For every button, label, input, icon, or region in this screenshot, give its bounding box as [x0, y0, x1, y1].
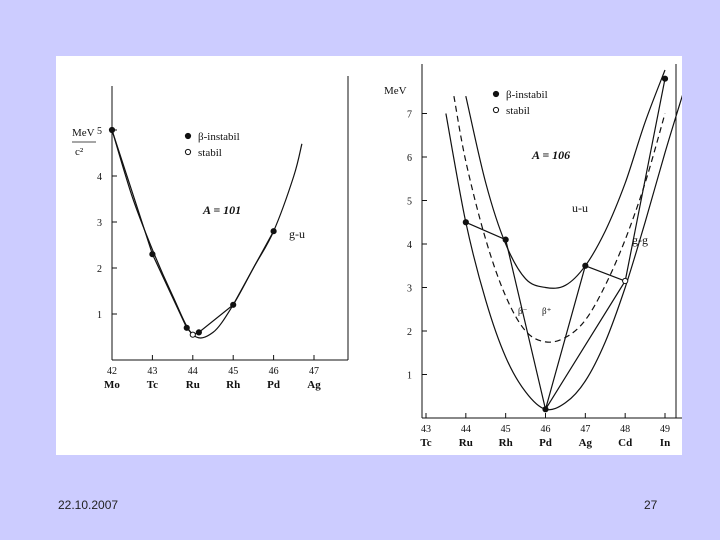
chart-a-yunit-denominator: c² [75, 146, 84, 158]
chart-b-yunit: MeV [384, 85, 407, 97]
chart-a-point-instabil [195, 329, 202, 336]
chart-b-xtick-element: Rh [499, 437, 513, 449]
chart-b-point-stabil [622, 277, 629, 285]
chart-a-xtick-number: 43 [147, 366, 157, 377]
chart-b-ytick-label: 7 [407, 110, 412, 121]
chart-b-point-instabil [542, 406, 549, 413]
chart-b-legend-label: β-instabil [506, 89, 548, 101]
chart-b-xtick-element: Tc [420, 437, 431, 449]
chart-a-xtick-number: 42 [107, 366, 117, 377]
chart-a-xtick-element: Mo [104, 379, 120, 391]
chart-a-point-instabil [270, 228, 277, 235]
chart-b-annotation: A = 106 [531, 148, 570, 162]
chart-b-legend-marker [492, 90, 500, 98]
chart-a-legend: β-instabil stabil [184, 131, 240, 159]
chart-a-xtick-number: 47 [309, 366, 319, 377]
chart-b-ytick-label: 5 [407, 197, 412, 208]
chart-b-xtick-element: Pd [539, 437, 552, 449]
chart-a-point-instabil [183, 324, 190, 331]
chart-a-ytick-label: 3 [97, 218, 102, 229]
chart-a-xtick-element: Ru [186, 379, 200, 391]
chart-b-xtick-number: 47 [580, 424, 590, 435]
chart-a-xtick-number: 44 [188, 366, 198, 377]
chart-a-legend-marker [184, 148, 192, 156]
chart-a-ytick-label: 2 [97, 264, 102, 275]
chart-b-xtick-element: Cd [618, 437, 632, 449]
chart-b-ytick-label: 4 [407, 240, 412, 251]
chart-a-xtick-element: Rh [226, 379, 240, 391]
chart-b-series-dashed-2 [453, 95, 666, 343]
chart-a106: MeV A = 106 u-u g-g β⁻ β⁺ β-instabilstab… [384, 64, 682, 449]
chart-a-xtick-number: 46 [269, 366, 279, 377]
chart-a101: MeV c² A = 101 g-u β-instabil stabil 1 2 3 4… [72, 76, 349, 391]
chart-a-xtick-element: Ag [307, 379, 321, 391]
chart-b-uu-label: u-u [572, 201, 588, 215]
chart-b-legend: β-instabil stabil [492, 89, 548, 117]
footer-date: 22.10.2007 [58, 498, 119, 512]
chart-b-ytick-label: 1 [407, 371, 412, 382]
figure-svg: MeV c² A = 101 g-u β-instabil stabil 1 2 3 4… [72, 64, 682, 449]
chart-b-ytick-label: 2 [407, 327, 412, 338]
chart-b-xtick-element: In [660, 437, 670, 449]
chart-a-point-instabil [230, 301, 237, 308]
chart-b-legend-label: stabil [506, 105, 530, 117]
chart-a-point-instabil [149, 251, 156, 258]
chart-a-yunit: MeV [72, 127, 95, 139]
chart-a-ytick-label: 5 [97, 126, 102, 137]
chart-a-xtick-number: 45 [228, 366, 238, 377]
chart-b-xtick-number: 45 [501, 424, 511, 435]
chart-a-ytick-label: 1 [97, 310, 102, 321]
chart-b-beta-plus-label: β⁺ [542, 306, 552, 316]
chart-b-ytick-label: 3 [407, 284, 412, 295]
chart-b-point-instabil [462, 219, 469, 226]
chart-b-xtick-number: 48 [620, 424, 630, 435]
chart-a-legend-label: stabil [198, 147, 222, 159]
scanned-figure: MeV c² A = 101 g-u β-instabil stabil 1 2 3 4… [56, 56, 682, 455]
page-number: 27 [644, 498, 658, 512]
chart-a-ytick-label: 4 [97, 172, 102, 183]
chart-b-xtick-number: 43 [421, 424, 431, 435]
chart-b-legend-marker [492, 106, 500, 114]
chart-b-xtick-number: 49 [660, 424, 670, 435]
chart-b-series-g-g-1 [445, 94, 682, 411]
chart-a-point-instabil [108, 126, 116, 134]
chart-b-xtick-element: Ru [459, 437, 473, 449]
chart-a-xtick-element: Tc [147, 379, 158, 391]
chart-a-annotation: A = 101 [202, 203, 241, 217]
chart-b-point-instabil [582, 262, 589, 269]
chart-a-point-stabil [189, 331, 196, 338]
chart-a-series-path-1 [111, 129, 275, 336]
chart-a-legend-label: β-instabil [198, 131, 240, 143]
chart-b-ytick-label: 6 [407, 153, 412, 164]
chart-b-series-u-u-0 [465, 69, 666, 289]
chart-b-xtick-number: 44 [461, 424, 471, 435]
chart-b-point-instabil [661, 75, 669, 82]
chart-b-point-instabil [502, 236, 509, 243]
chart-a-legend-marker [184, 132, 192, 140]
chart-a-curve-label: g-u [289, 227, 305, 241]
chart-b-xtick-element: Ag [579, 437, 593, 449]
chart-a-xtick-element: Pd [267, 379, 280, 391]
chart-b-xtick-number: 46 [541, 424, 551, 435]
